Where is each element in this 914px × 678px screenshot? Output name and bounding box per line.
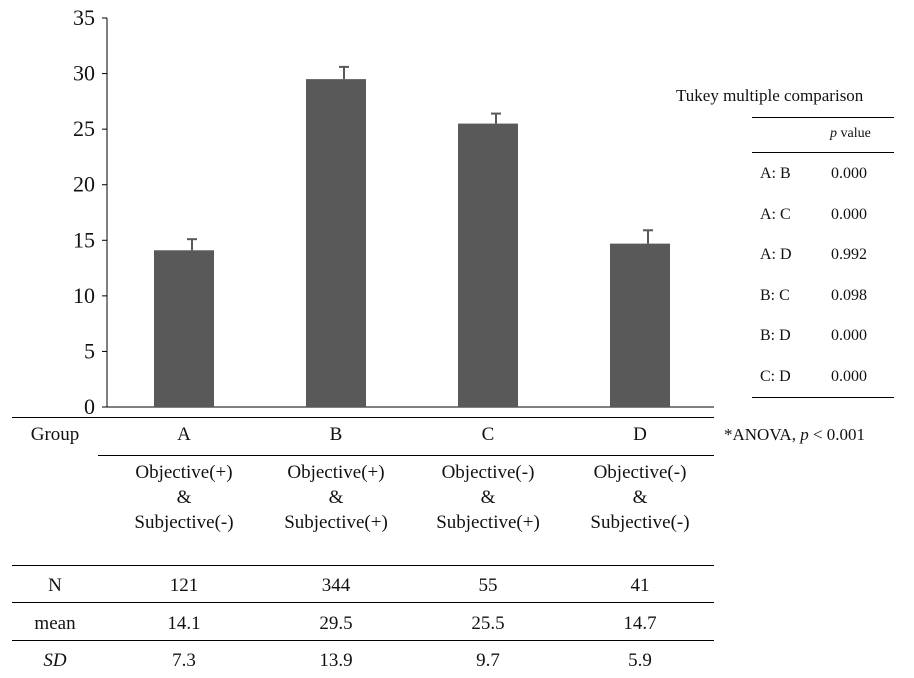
stats-cell: 9.7 [476,650,500,671]
y-tick-label: 25 [73,116,95,141]
stats-row-label: SD [43,650,67,671]
bar-d [610,243,670,407]
group-label-a: A [177,424,191,445]
tukey-pair-label: A: D [760,246,792,264]
tukey-pair-label: B: D [760,327,791,345]
bar-a [154,250,214,407]
stats-row-label: mean [34,613,76,634]
stats-cell: 344 [321,575,351,596]
y-tick-label: 5 [84,338,95,363]
stats-cell: 13.9 [319,650,353,671]
tukey-header-rule [752,152,894,153]
group-description-line: & [176,487,192,508]
group-description-line: & [632,487,648,508]
stats-cell: 29.5 [319,613,353,634]
group-description-line: Subjective(-) [590,512,690,533]
stats-mid-rule-2 [12,640,714,641]
tukey-p-value: 0.000 [831,327,867,345]
tukey-pair-label: A: C [760,205,791,223]
tukey-p-value: 0.000 [831,368,867,385]
tukey-p-symbol: p [830,126,837,141]
group-description-line: Objective(+) [287,462,385,483]
tukey-title: Tukey multiple comparison [676,86,864,105]
stats-top-rule [12,565,714,566]
stats-cell: 121 [169,575,199,596]
bars [154,79,670,407]
group-description-line: Subjective(+) [284,512,388,533]
y-tick-label: 0 [84,394,95,419]
group-description-line: & [328,487,344,508]
tukey-p-value: 0.000 [831,165,867,182]
tukey-p-value: 0.000 [831,205,867,223]
tukey-bottom-rule [752,397,894,398]
error-bars [187,65,653,251]
anova-note: *ANOVA, p < 0.001 [724,425,865,445]
group-description-rule [98,455,714,456]
bar-chart: 0 5 10 15 20 25 30 35 [73,5,714,419]
anova-p-symbol: p [800,425,809,444]
y-tick-label: 30 [73,61,95,86]
anova-prefix: *ANOVA, [724,425,801,444]
tukey-pair-label: C: D [760,368,791,385]
group-description-line: Objective(-) [593,462,687,483]
group-description-line: Subjective(+) [436,512,540,533]
group-label-d: D [633,424,647,445]
stats-row-label: N [48,575,62,596]
stats-cell: 41 [630,575,650,596]
group-description-line: & [480,487,496,508]
table-top-rule [12,417,714,418]
group-description-line: Objective(-) [441,462,535,483]
y-tick-label: 35 [73,5,95,30]
bar-b [306,79,366,407]
stats-cell: 14.1 [167,613,201,634]
stats-mid-rule-1 [12,602,714,603]
stats-cell: 14.7 [623,613,657,634]
tukey-p-value: 0.992 [831,246,867,264]
tukey-pair-label: B: C [760,286,790,304]
group-description-line: Subjective(-) [134,512,234,533]
group-label-c: C [481,424,495,445]
tukey-p-header: p value [830,126,871,142]
bar-c [458,123,518,407]
tukey-top-rule [752,117,894,118]
anova-suffix: < 0.001 [808,425,866,444]
group-row-label: Group [30,424,80,445]
stats-cell: 7.3 [172,650,196,671]
stats-cell: 25.5 [471,613,505,634]
y-tick-label: 10 [73,283,95,308]
tukey-value-word: value [837,126,871,141]
group-description-line: Objective(+) [135,462,233,483]
stats-cell: 55 [478,575,498,596]
y-tick-label: 15 [73,227,95,252]
y-tick-label: 20 [73,172,95,197]
tukey-pair-label: A: B [760,165,791,182]
group-label-b: B [329,424,343,445]
stats-cell: 5.9 [628,650,652,671]
tukey-p-value: 0.098 [831,286,867,304]
